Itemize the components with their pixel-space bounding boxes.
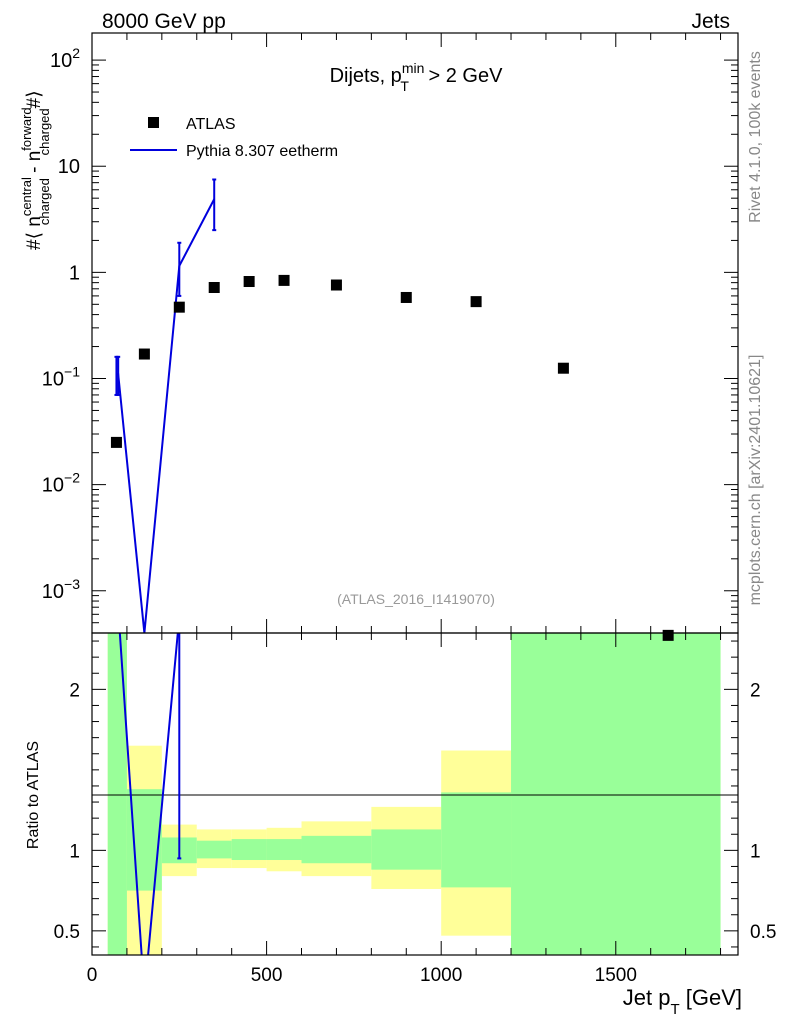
- ratio-band-green-0: [107, 633, 127, 955]
- x-axis-label: Jet pT [GeV]: [623, 985, 742, 1018]
- main-data-series: [110, 274, 674, 641]
- ratio-y-axis-label: Ratio to ATLAS: [25, 741, 42, 849]
- y-tick-label-ratio-right-0: 0.5: [750, 922, 776, 943]
- atlas-data-point-4: [243, 276, 255, 288]
- x-tick-label-3: 1500: [595, 965, 637, 986]
- y-tick-label-ratio-left-0: 0.5: [54, 922, 80, 943]
- header-jets-label: Jets: [691, 10, 730, 33]
- axis-tick-labels: 0 500 1000 1500 10−3 10−2 10−1 1 10 102 0.5 0.5 1 1 2 2: [42, 45, 777, 986]
- ratio-band-green-5: [266, 839, 302, 861]
- legend-atlas-label: ATLAS: [186, 116, 236, 133]
- axis-ticks: [91, 33, 738, 955]
- legend-atlas-marker: [148, 117, 159, 128]
- ratio-mc-series: [118, 633, 182, 955]
- main-mc-series: [114, 178, 217, 633]
- ratio-mc-line: [118, 633, 179, 955]
- ratio-band-green-4: [231, 839, 267, 861]
- y-tick-label-main-5: 102: [50, 45, 80, 72]
- y-tick-label-main-2: 10−1: [42, 363, 80, 390]
- ratio-band-green-8: [441, 792, 512, 888]
- mcplots-site-label: mcplots.cern.ch [arXiv:2401.10621]: [747, 355, 764, 606]
- atlas-data-point-5: [278, 274, 290, 286]
- legend-pythia-label: Pythia 8.307 eetherm: [186, 143, 338, 160]
- ratio-uncertainty-bands: [107, 633, 721, 955]
- atlas-data-point-2: [173, 301, 185, 313]
- atlas-data-point-6: [330, 279, 342, 291]
- atlas-data-point-0: [110, 436, 122, 448]
- atlas-data-point-7: [400, 291, 412, 303]
- chart-title: Dijets, pmin T > 2 GeV: [330, 60, 504, 94]
- rivet-version-label: Rivet 4.1.0, 100k events: [747, 51, 764, 223]
- y-tick-label-main-3: 1: [69, 262, 80, 284]
- mc-line: [116, 198, 216, 633]
- main-y-axis-label: #⟨ ncentral charged - nforward charged#⟩: [19, 90, 52, 250]
- atlas-data-point-1: [138, 348, 150, 360]
- y-tick-label-ratio-left-2: 2: [69, 680, 80, 701]
- y-tick-label-ratio-right-1: 1: [750, 841, 761, 862]
- y-tick-label-ratio-right-2: 2: [750, 680, 761, 701]
- ratio-band-green-9: [511, 633, 721, 955]
- ratio-band-green-6: [301, 835, 372, 864]
- ratio-band-green-3: [196, 840, 232, 859]
- header-energy-label: 8000 GeV pp: [102, 10, 226, 33]
- x-tick-label-2: 1000: [420, 965, 462, 986]
- ratio-panel-frame: [91, 632, 739, 956]
- analysis-id-label: (ATLAS_2016_I1419070): [337, 591, 495, 607]
- atlas-data-point-9: [557, 362, 569, 374]
- ratio-band-green-7: [371, 829, 442, 870]
- y-tick-label-ratio-left-1: 1: [69, 841, 80, 862]
- x-tick-label-0: 0: [87, 965, 98, 986]
- atlas-data-point-10: [662, 629, 674, 641]
- atlas-data-point-8: [470, 296, 482, 308]
- x-tick-label-1: 500: [251, 965, 283, 986]
- y-tick-label-main-1: 10−2: [42, 470, 80, 497]
- atlas-data-point-3: [208, 282, 220, 294]
- y-tick-label-main-0: 10−3: [42, 576, 80, 603]
- y-tick-label-main-4: 10: [58, 156, 80, 178]
